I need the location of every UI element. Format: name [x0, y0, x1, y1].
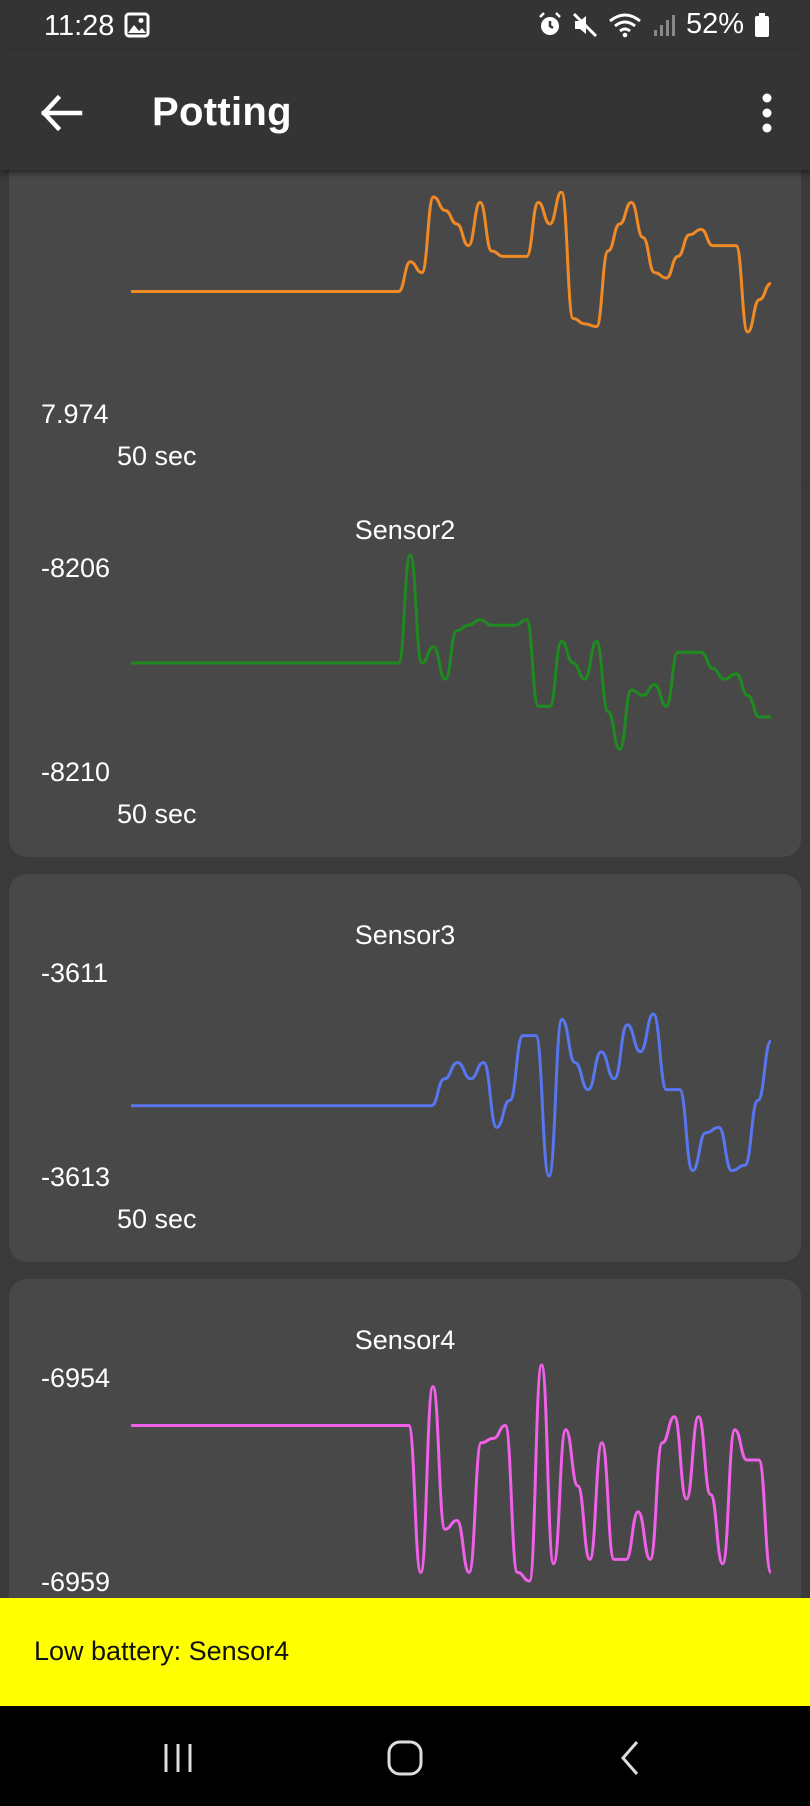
toast-text: Low battery: Sensor4 [34, 1636, 290, 1666]
sensor-chart-2 [131, 553, 771, 751]
battery-percent: 52% [685, 8, 744, 40]
sensor-chart-4 [131, 1363, 773, 1583]
card-title: Sensor2 [354, 515, 456, 545]
more-vert-icon[interactable] [752, 88, 782, 138]
recents-icon[interactable] [158, 1736, 198, 1780]
navigation-bar [0, 1706, 810, 1806]
mute-icon [572, 12, 598, 37]
y-min-label: -8210 [41, 757, 111, 787]
sensor-chart-3 [131, 1012, 773, 1178]
y-max-label: -6954 [41, 1363, 111, 1393]
y-min-label: -3613 [41, 1162, 111, 1192]
card-title: Sensor3 [354, 920, 456, 950]
battery-icon [755, 12, 769, 37]
status-bar: 11:28 52% [0, 0, 810, 52]
arrow-left-icon[interactable] [36, 88, 86, 138]
x-axis-label: 50 sec [117, 1204, 197, 1234]
sensor-card-3: Sensor3 -3611 -3613 50 sec [9, 874, 801, 1262]
series-line [131, 1363, 773, 1583]
low-battery-banner: Low battery: Sensor4 [0, 1598, 810, 1706]
nav-back-icon[interactable] [615, 1736, 645, 1780]
page-title: Potting [152, 90, 292, 134]
series-line [131, 553, 771, 751]
sensor-card-1: 7.974 50 sec [9, 170, 801, 499]
sensor-chart-1 [131, 191, 772, 334]
y-max-label: -3611 [41, 958, 109, 988]
wifi-icon [609, 13, 641, 37]
y-max-label: -8206 [41, 553, 111, 583]
card-title: Sensor4 [354, 1325, 456, 1355]
status-icons: 52% [538, 8, 770, 41]
series-line [131, 191, 772, 334]
y-min-label: -6959 [41, 1567, 111, 1597]
alarm-icon [539, 11, 561, 35]
y-min-label: 7.974 [41, 399, 109, 429]
series-line [131, 1012, 773, 1178]
sensor-card-2: Sensor2 -8206 -8210 50 sec [9, 469, 801, 857]
x-axis-label: 50 sec [117, 799, 197, 829]
status-time: 11:28 [44, 10, 115, 42]
image-icon [124, 12, 150, 38]
sensor-card-4: Sensor4 -6954 -6959 [9, 1279, 801, 1598]
app-bar: Potting [0, 52, 810, 170]
chart-list[interactable]: 7.974 50 sec Sensor2 -8206 -8210 50 sec … [0, 170, 810, 1598]
signal-icon [653, 14, 675, 36]
x-axis-label: 50 sec [117, 441, 197, 471]
home-icon[interactable] [383, 1736, 427, 1780]
